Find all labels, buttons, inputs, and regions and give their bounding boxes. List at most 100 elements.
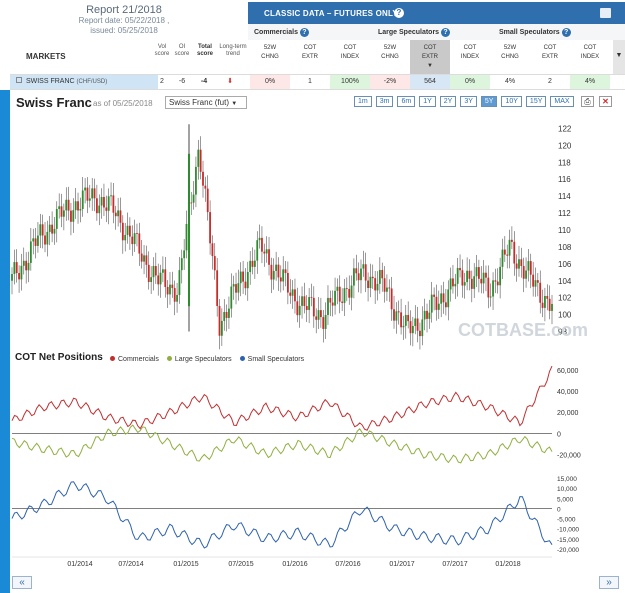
- range-max[interactable]: MAX: [550, 96, 574, 107]
- candle: [459, 267, 461, 271]
- candle: [289, 292, 292, 296]
- y-tick-label: 114: [558, 192, 571, 201]
- legend-large-speculators[interactable]: Large Speculators: [166, 356, 232, 363]
- candle: [176, 294, 178, 302]
- print-icon[interactable]: ⎙: [581, 96, 594, 107]
- legend-small-speculators[interactable]: Small Speculators: [239, 356, 304, 363]
- candle: [112, 195, 115, 213]
- candle: [70, 210, 72, 222]
- cell-comm-index: 100%: [330, 75, 370, 89]
- col-header[interactable]: 52W CHNG: [501, 45, 519, 60]
- group-small-speculators: Small Speculators ?: [499, 28, 571, 37]
- y-tick-label: -5,000: [557, 517, 576, 524]
- candle: [20, 265, 23, 280]
- candle: [270, 264, 273, 280]
- col-header[interactable]: COT INDEX: [460, 45, 480, 60]
- next-button[interactable]: »: [599, 576, 619, 589]
- scroll-down-button[interactable]: ▼: [613, 40, 625, 74]
- help-icon[interactable]: ?: [561, 28, 571, 37]
- candle: [74, 201, 77, 211]
- candle: [371, 276, 374, 279]
- total-score-header[interactable]: Total score: [196, 44, 213, 57]
- classic-data-label: CLASSIC DATA – FUTURES ONLY: [264, 9, 398, 18]
- legend-commercials[interactable]: Commercials: [110, 356, 159, 363]
- help-icon[interactable]: ?: [441, 28, 451, 37]
- range-3y[interactable]: 3Y: [460, 96, 477, 107]
- candle: [489, 296, 492, 298]
- col-header-sorted[interactable]: COT EXTR ▼: [410, 40, 450, 74]
- candle: [206, 188, 209, 213]
- candle: [138, 233, 141, 254]
- range-1m[interactable]: 1m: [354, 96, 372, 107]
- range-15y[interactable]: 15Y: [525, 96, 547, 107]
- print-icon[interactable]: [600, 8, 611, 18]
- candle: [494, 280, 497, 282]
- candle: [166, 286, 169, 295]
- candle: [51, 224, 53, 234]
- candle: [520, 259, 523, 267]
- vol-score-header[interactable]: Vol score: [154, 44, 170, 57]
- candle: [258, 237, 261, 241]
- candle: [480, 278, 483, 284]
- x-tick-label: 01/2016: [282, 561, 307, 568]
- col-header[interactable]: 52W CHNG: [381, 45, 399, 60]
- candle: [518, 259, 520, 269]
- col-header[interactable]: 52W CHNG: [261, 45, 279, 60]
- candle: [178, 270, 181, 295]
- candle: [393, 309, 395, 321]
- classic-data-header: CLASSIC DATA – FUTURES ONLY ?: [248, 2, 625, 24]
- candle: [22, 260, 25, 266]
- help-icon[interactable]: ?: [394, 8, 404, 18]
- candle: [386, 287, 388, 292]
- oi-score-header[interactable]: OI score: [174, 44, 190, 57]
- prev-button[interactable]: «: [12, 576, 32, 589]
- watermark: COTBASE.com: [458, 320, 588, 340]
- range-1y[interactable]: 1Y: [419, 96, 436, 107]
- col-header[interactable]: COT INDEX: [580, 45, 600, 60]
- chevron-down-icon: ▼: [615, 52, 623, 59]
- candle: [336, 286, 339, 291]
- market-select[interactable]: Swiss Franc (fut) ▼: [165, 96, 247, 109]
- candle: [37, 235, 39, 246]
- candle: [272, 270, 275, 280]
- market-name[interactable]: SWISS FRANC (CHF/USD): [10, 75, 158, 89]
- col-header[interactable]: COT EXTR: [541, 45, 558, 60]
- market-row-swiss-franc[interactable]: SWISS FRANC (CHF/USD) 2 -6 -4 ⬇ 0% 1 100…: [10, 74, 625, 90]
- range-5y[interactable]: 5Y: [480, 96, 498, 107]
- candle: [353, 268, 355, 286]
- candle: [27, 262, 30, 271]
- close-icon[interactable]: ✕: [599, 96, 612, 107]
- candle: [124, 234, 127, 241]
- range-6m[interactable]: 6m: [397, 96, 416, 107]
- candle: [322, 317, 325, 329]
- candle: [235, 284, 237, 293]
- candle: [157, 275, 160, 285]
- selected-market-bar: [0, 90, 10, 593]
- range-2y[interactable]: 2Y: [439, 96, 457, 107]
- candle: [209, 212, 211, 244]
- candle: [468, 270, 471, 279]
- candle: [98, 205, 101, 214]
- candle: [91, 188, 94, 199]
- candle: [383, 278, 386, 292]
- candle: [18, 273, 20, 280]
- candle: [216, 270, 219, 307]
- candle: [348, 288, 351, 298]
- range-10y[interactable]: 10Y: [501, 96, 522, 107]
- cell-small-extr: 2: [548, 78, 552, 85]
- help-icon[interactable]: ?: [299, 28, 309, 37]
- candle: [15, 262, 18, 274]
- cot-title: COT Net Positions: [15, 352, 103, 363]
- candle: [473, 276, 476, 289]
- col-header[interactable]: COT INDEX: [340, 45, 360, 60]
- candle: [223, 311, 226, 321]
- candle: [180, 258, 183, 271]
- x-tick-label: 07/2017: [442, 561, 467, 568]
- candle: [145, 255, 148, 265]
- candle: [541, 302, 544, 308]
- y-tick-label: 104: [558, 277, 572, 286]
- trend-header[interactable]: Long-term trend: [219, 44, 247, 57]
- col-header[interactable]: COT EXTR: [301, 45, 318, 60]
- range-3m[interactable]: 3m: [375, 96, 394, 107]
- candle: [202, 171, 204, 186]
